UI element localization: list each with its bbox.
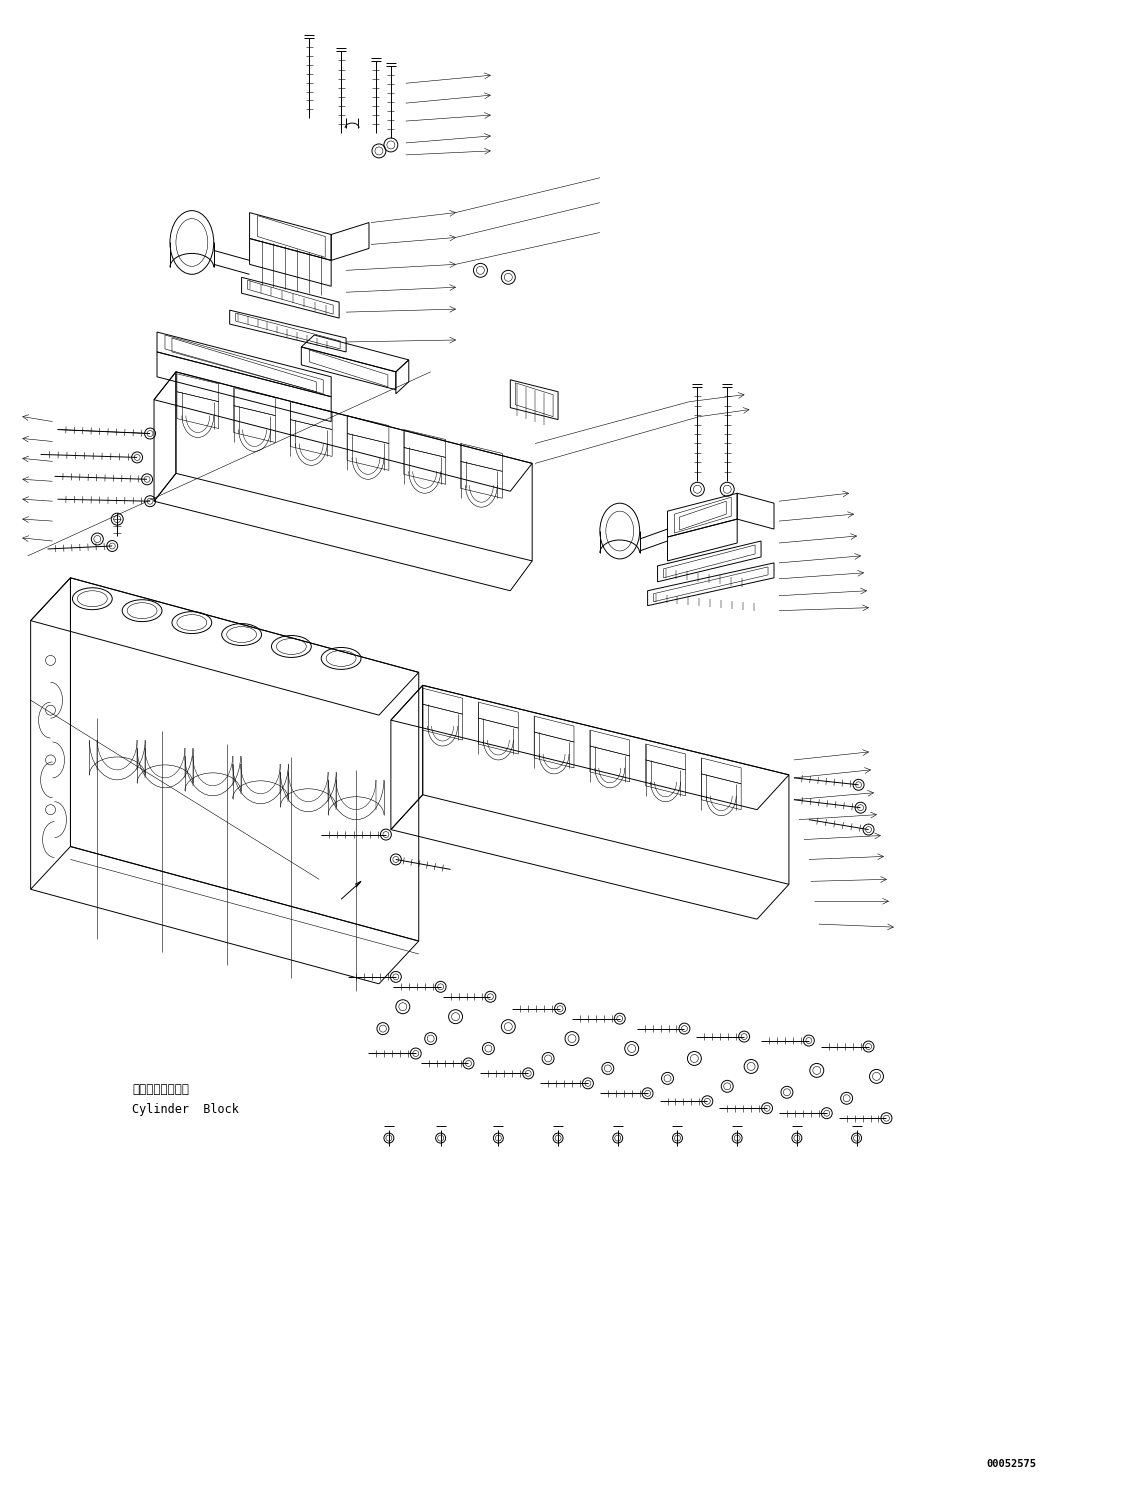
Text: Cylinder  Block: Cylinder Block bbox=[132, 1103, 239, 1116]
Text: 00052575: 00052575 bbox=[986, 1459, 1036, 1468]
Text: シリンダブロック: シリンダブロック bbox=[132, 1083, 189, 1097]
